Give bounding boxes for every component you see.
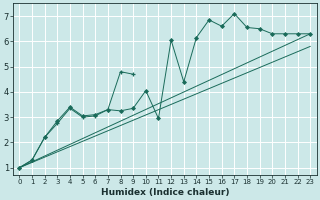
X-axis label: Humidex (Indice chaleur): Humidex (Indice chaleur) [100, 188, 229, 197]
